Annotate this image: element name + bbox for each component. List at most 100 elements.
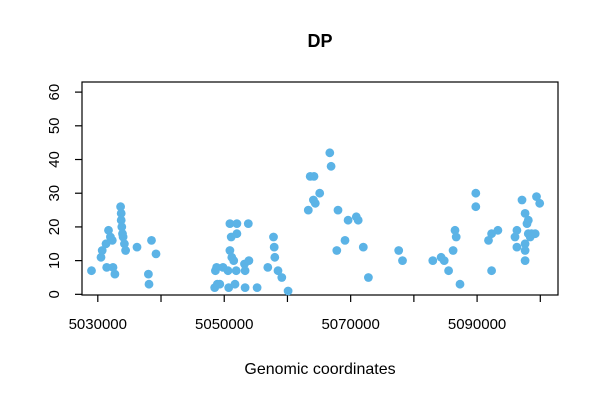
data-points — [87, 148, 545, 296]
data-point — [107, 236, 117, 245]
data-point — [132, 242, 142, 252]
data-point — [343, 215, 353, 225]
data-point — [240, 283, 250, 292]
data-point — [121, 246, 130, 255]
data-point — [517, 195, 527, 205]
data-point — [510, 232, 520, 242]
data-point — [108, 263, 118, 272]
data-point — [147, 236, 156, 245]
data-point — [263, 263, 273, 272]
data-point — [269, 242, 279, 252]
data-point — [120, 239, 129, 249]
data-point — [283, 286, 293, 296]
data-point — [225, 219, 235, 229]
data-point — [232, 219, 242, 229]
data-point — [223, 266, 233, 276]
plot-border — [81, 81, 559, 296]
data-point — [394, 246, 404, 255]
data-point — [520, 256, 530, 265]
data-point — [243, 219, 253, 229]
data-point — [252, 283, 262, 292]
data-point — [520, 246, 530, 255]
data-point — [277, 273, 287, 282]
y-tick-label: 40 — [46, 151, 63, 168]
data-point — [484, 236, 493, 245]
y-tick-label: 50 — [46, 117, 63, 134]
data-point — [315, 188, 325, 198]
data-point — [471, 188, 481, 198]
data-point — [116, 215, 126, 225]
data-point — [116, 202, 125, 212]
data-point — [240, 266, 250, 276]
y-tick-label: 30 — [46, 185, 63, 202]
data-point — [270, 252, 280, 262]
data-point — [96, 252, 106, 262]
data-point — [269, 232, 278, 242]
data-point — [273, 266, 283, 276]
x-axis: 5030000 5050000 5070000 5090000 — [69, 295, 541, 333]
data-point — [303, 205, 313, 215]
data-point — [232, 229, 242, 239]
data-point — [326, 161, 336, 171]
data-point — [118, 232, 128, 242]
x-tick-label: 5070000 — [321, 316, 379, 333]
data-point — [398, 256, 407, 265]
data-point — [450, 225, 460, 235]
plot-area — [81, 81, 559, 296]
data-point — [104, 225, 113, 235]
data-point — [520, 239, 530, 249]
data-point — [471, 202, 481, 212]
x-tick-label: 5030000 — [69, 316, 127, 333]
data-point — [144, 269, 153, 279]
y-tick-label: 20 — [46, 219, 63, 236]
data-point — [310, 198, 320, 208]
data-point — [448, 246, 458, 255]
y-axis: 0 10 20 30 40 50 60 — [46, 84, 82, 298]
data-point — [110, 269, 120, 279]
data-point — [87, 266, 96, 276]
data-point — [532, 192, 541, 202]
y-tick-label: 60 — [46, 84, 63, 101]
data-point — [333, 205, 343, 215]
data-point — [229, 256, 239, 265]
data-point — [523, 215, 533, 225]
data-point — [225, 246, 235, 255]
data-point — [455, 279, 465, 289]
data-point — [212, 263, 222, 272]
data-point — [444, 266, 453, 276]
data-point — [353, 215, 363, 225]
data-point — [358, 242, 368, 252]
data-point — [116, 209, 126, 218]
data-point — [325, 148, 335, 158]
data-point — [231, 266, 241, 276]
data-point — [151, 249, 161, 259]
data-point — [512, 242, 522, 252]
data-point — [97, 246, 107, 255]
data-point — [117, 222, 127, 232]
data-point — [364, 273, 373, 282]
data-point — [535, 198, 545, 208]
data-point — [512, 225, 522, 235]
y-tick-label: 10 — [46, 252, 63, 269]
data-point — [493, 225, 503, 235]
x-tick-label: 5050000 — [195, 316, 253, 333]
data-point — [487, 266, 496, 276]
x-tick-label: 5090000 — [448, 316, 506, 333]
chart-title: DP — [307, 31, 332, 51]
data-point — [439, 256, 449, 265]
data-point — [428, 256, 438, 265]
data-point — [244, 256, 254, 265]
x-axis-label: Genomic coordinates — [244, 361, 395, 378]
data-point — [530, 229, 540, 239]
data-point — [144, 279, 154, 289]
data-point — [309, 172, 319, 181]
data-point — [102, 263, 112, 272]
data-point — [215, 279, 225, 289]
data-point — [230, 279, 240, 289]
y-tick-label: 0 — [46, 290, 63, 298]
data-point — [332, 246, 342, 255]
data-point — [520, 209, 530, 218]
data-point — [451, 232, 461, 242]
